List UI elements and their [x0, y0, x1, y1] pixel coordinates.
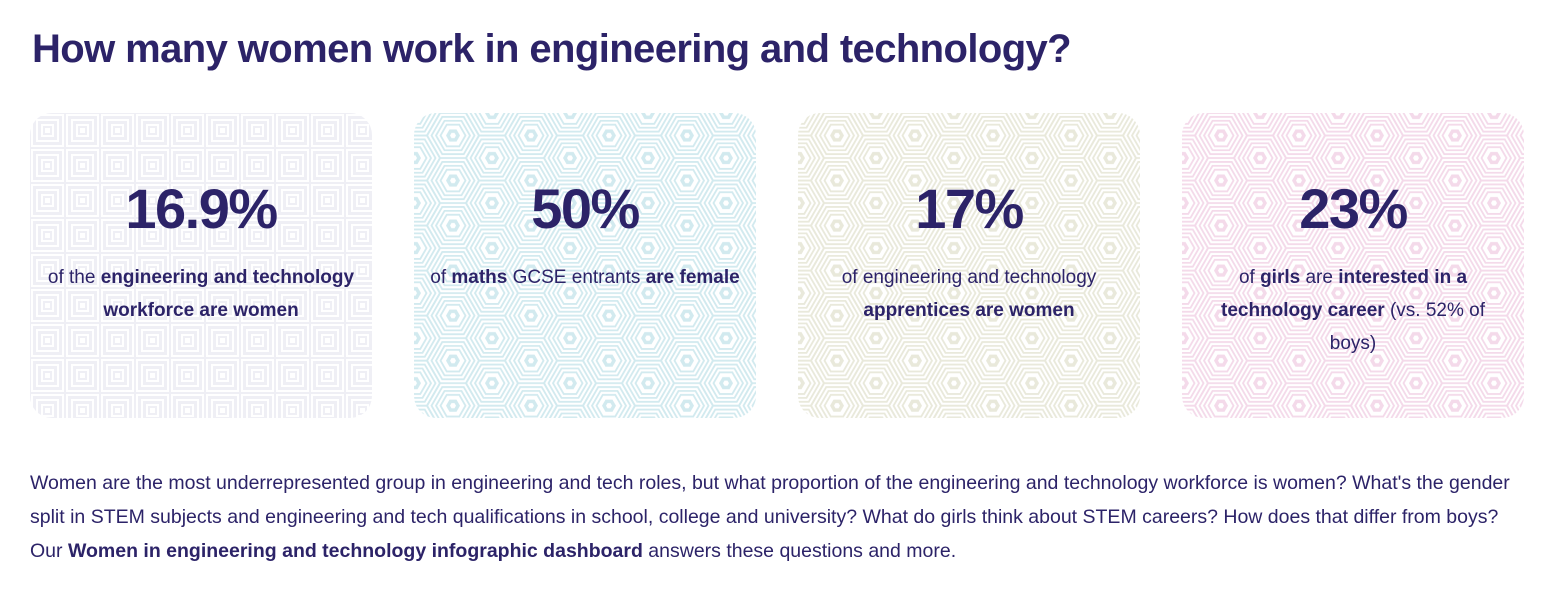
stat-card-apprentices: 17% of engineering and technology appren…	[798, 113, 1140, 418]
stat-description: of girls are interested in a technology …	[1221, 267, 1485, 355]
dashboard-link[interactable]: Women in engineering and technology info…	[67, 540, 643, 562]
stat-card-girls-careers: 23% of girls are interested in a technol…	[1182, 113, 1524, 418]
intro-paragraph: Women are the most underrepresented grou…	[30, 472, 1510, 562]
stat-value: 16.9%	[125, 177, 278, 240]
hexagon-pattern-decoration	[798, 113, 1140, 418]
stat-description: of the engineering and technology workfo…	[47, 267, 355, 322]
stat-description: of maths GCSE entrants are female	[430, 267, 740, 288]
stat-card-content: 17% of engineering and technology appren…	[798, 113, 1140, 418]
page-title: How many women work in engineering and t…	[32, 27, 1072, 71]
stat-card-content: 23% of girls are interested in a technol…	[1182, 113, 1524, 418]
hexagon-pattern-decoration	[414, 113, 756, 418]
page: How many women work in engineering and t…	[0, 25, 1542, 568]
stat-description: of engineering and technology apprentice…	[841, 267, 1097, 322]
stat-card-gcse: 50% of maths GCSE entrants are female	[414, 113, 756, 418]
stat-card-content: 50% of maths GCSE entrants are female	[414, 113, 756, 418]
stat-value: 23%	[1299, 177, 1408, 240]
hexagon-pattern-decoration	[1182, 113, 1524, 418]
stat-value: 17%	[915, 177, 1024, 240]
stat-card-workforce: 16.9% of the engineering and technology …	[30, 113, 372, 418]
stats-row: 16.9% of the engineering and technology …	[30, 113, 1524, 418]
stat-value: 50%	[531, 177, 640, 240]
squares-pattern-decoration	[30, 113, 372, 418]
stat-card-content: 16.9% of the engineering and technology …	[30, 113, 372, 418]
